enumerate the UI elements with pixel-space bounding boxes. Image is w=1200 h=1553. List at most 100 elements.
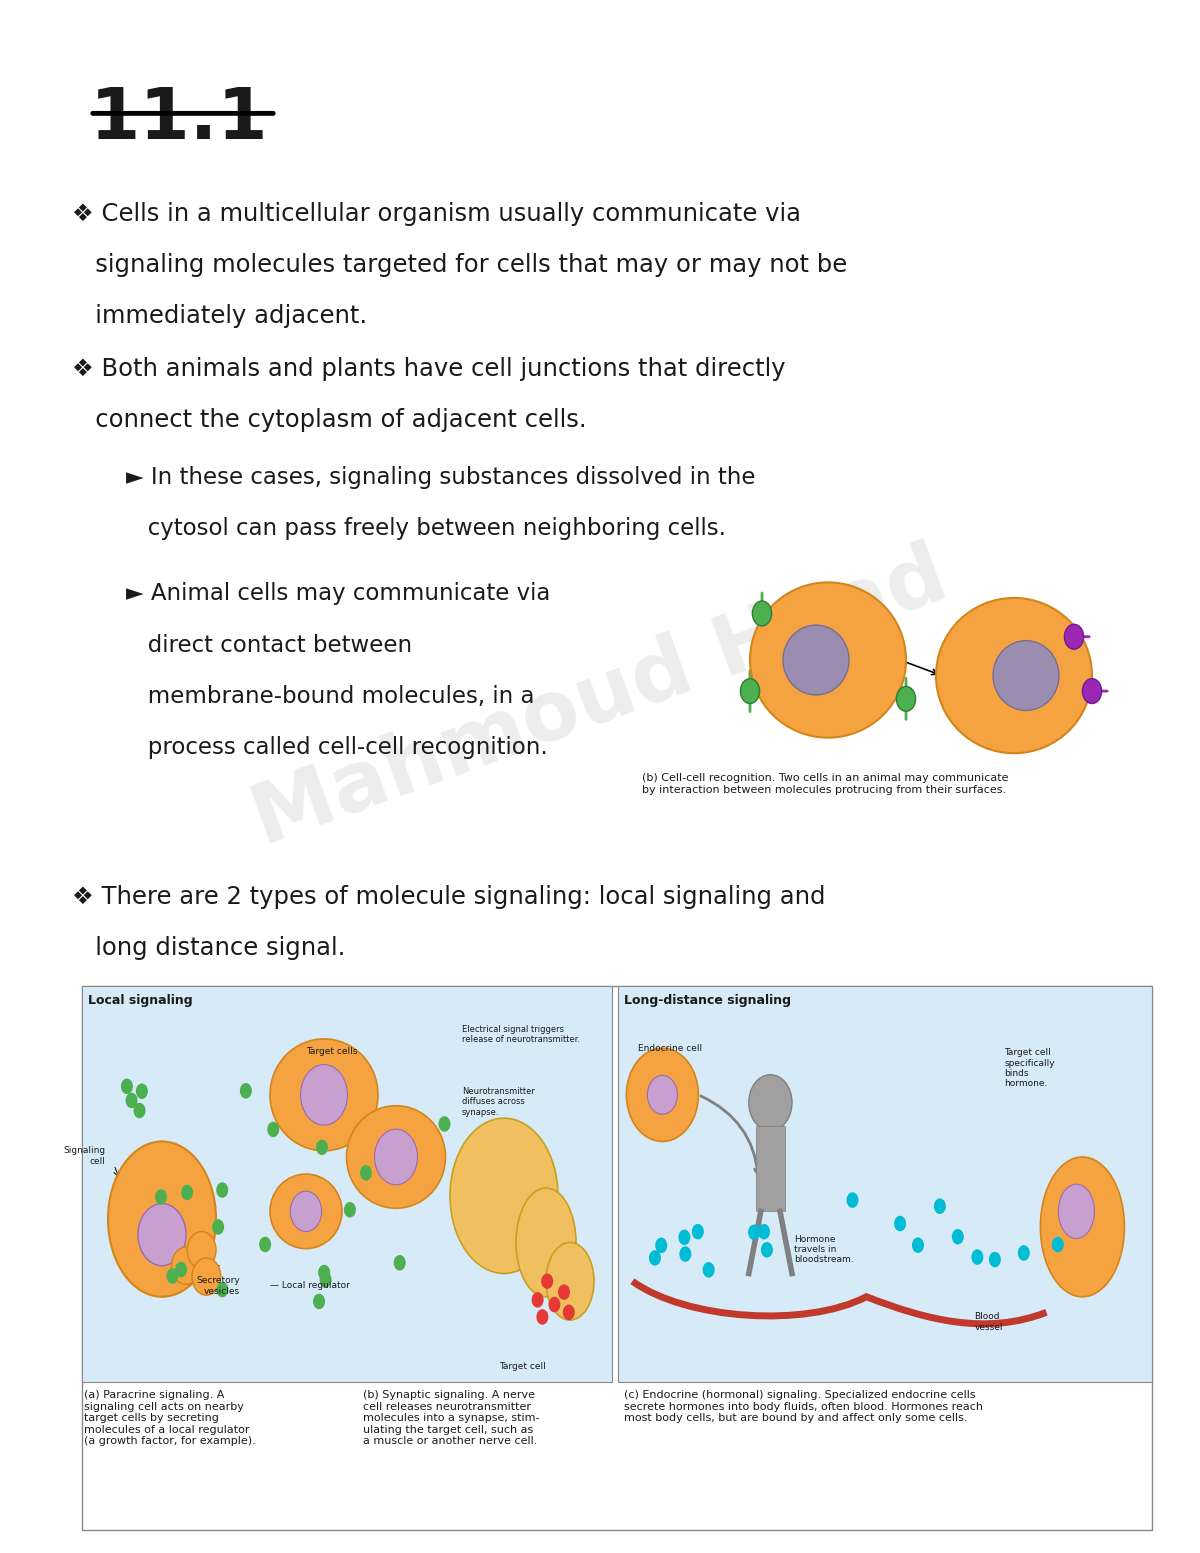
- Circle shape: [316, 1140, 328, 1155]
- Text: (c) Endocrine (hormonal) signaling. Specialized endocrine cells
secrete hormones: (c) Endocrine (hormonal) signaling. Spec…: [624, 1390, 983, 1423]
- Circle shape: [155, 1190, 167, 1205]
- Circle shape: [692, 1224, 704, 1239]
- Circle shape: [1018, 1246, 1030, 1261]
- Text: Target cell: Target cell: [499, 1362, 545, 1371]
- Ellipse shape: [270, 1039, 378, 1151]
- Circle shape: [212, 1219, 224, 1235]
- Ellipse shape: [782, 624, 848, 696]
- Circle shape: [394, 1255, 406, 1270]
- Text: membrane-bound molecules, in a: membrane-bound molecules, in a: [126, 685, 534, 708]
- Text: Blood
vessel: Blood vessel: [974, 1312, 1003, 1331]
- Text: Mahmoud Haad: Mahmoud Haad: [242, 536, 958, 862]
- Circle shape: [548, 1297, 560, 1312]
- Text: Neurotransmitter
diffuses across
synapse.: Neurotransmitter diffuses across synapse…: [462, 1087, 535, 1117]
- Circle shape: [989, 1252, 1001, 1267]
- Ellipse shape: [626, 1048, 698, 1141]
- Circle shape: [216, 1281, 228, 1297]
- Text: ❖ There are 2 types of molecule signaling: local signaling and: ❖ There are 2 types of molecule signalin…: [72, 885, 826, 909]
- Circle shape: [133, 1103, 145, 1118]
- Circle shape: [192, 1258, 221, 1295]
- Ellipse shape: [1040, 1157, 1124, 1297]
- Text: (b) Synaptic signaling. A nerve
cell releases neurotransmitter
molecules into a : (b) Synaptic signaling. A nerve cell rel…: [364, 1390, 540, 1446]
- Circle shape: [216, 1182, 228, 1197]
- Text: Endocrine cell: Endocrine cell: [638, 1044, 702, 1053]
- Text: ► In these cases, signaling substances dissolved in the: ► In these cases, signaling substances d…: [126, 466, 756, 489]
- Circle shape: [536, 1309, 548, 1325]
- Circle shape: [952, 1228, 964, 1244]
- Ellipse shape: [138, 1204, 186, 1266]
- Text: process called cell-cell recognition.: process called cell-cell recognition.: [126, 736, 547, 759]
- Circle shape: [319, 1272, 331, 1287]
- Circle shape: [532, 1292, 544, 1308]
- Text: ► Animal cells may communicate via: ► Animal cells may communicate via: [126, 582, 551, 606]
- Circle shape: [894, 1216, 906, 1232]
- Circle shape: [541, 1273, 553, 1289]
- Circle shape: [761, 1242, 773, 1258]
- Ellipse shape: [546, 1242, 594, 1320]
- Text: immediately adjacent.: immediately adjacent.: [72, 304, 367, 328]
- Text: Secretory
vesicles: Secretory vesicles: [197, 1277, 240, 1295]
- Circle shape: [740, 679, 760, 704]
- Circle shape: [649, 1250, 661, 1266]
- Ellipse shape: [648, 1075, 678, 1115]
- Ellipse shape: [450, 1118, 558, 1273]
- Circle shape: [181, 1185, 193, 1200]
- Circle shape: [749, 1075, 792, 1131]
- Circle shape: [558, 1284, 570, 1300]
- Circle shape: [268, 1121, 280, 1137]
- Circle shape: [563, 1305, 575, 1320]
- Text: long distance signal.: long distance signal.: [72, 936, 346, 960]
- Ellipse shape: [108, 1141, 216, 1297]
- Circle shape: [172, 1247, 200, 1284]
- Text: Target cell
specifically
binds
hormone.: Target cell specifically binds hormone.: [1004, 1048, 1055, 1089]
- Text: Target cells: Target cells: [306, 1047, 358, 1056]
- Circle shape: [259, 1236, 271, 1252]
- Ellipse shape: [270, 1174, 342, 1249]
- Text: (a) Paracrine signaling. A
signaling cell acts on nearby
target cells by secreti: (a) Paracrine signaling. A signaling cel…: [84, 1390, 256, 1446]
- Circle shape: [679, 1247, 691, 1263]
- Circle shape: [752, 601, 772, 626]
- Circle shape: [748, 1224, 760, 1239]
- Text: Signaling
cell: Signaling cell: [64, 1146, 106, 1165]
- Text: signaling molecules targeted for cells that may or may not be: signaling molecules targeted for cells t…: [72, 253, 847, 276]
- Bar: [82, 986, 1152, 1530]
- Circle shape: [360, 1165, 372, 1180]
- Circle shape: [1064, 624, 1084, 649]
- Ellipse shape: [936, 598, 1092, 753]
- Circle shape: [846, 1193, 858, 1208]
- Circle shape: [1051, 1236, 1063, 1252]
- Ellipse shape: [374, 1129, 418, 1185]
- Circle shape: [438, 1117, 450, 1132]
- Circle shape: [655, 1238, 667, 1253]
- Ellipse shape: [347, 1106, 445, 1208]
- Text: — Local regulator: — Local regulator: [270, 1281, 350, 1291]
- Circle shape: [175, 1261, 187, 1277]
- Circle shape: [167, 1269, 179, 1284]
- Text: Long-distance signaling: Long-distance signaling: [624, 994, 791, 1006]
- Circle shape: [896, 686, 916, 711]
- Text: (b) Cell-cell recognition. Two cells in an animal may communicate
by interaction: (b) Cell-cell recognition. Two cells in …: [642, 773, 1008, 795]
- Text: connect the cytoplasm of adjacent cells.: connect the cytoplasm of adjacent cells.: [72, 408, 587, 432]
- Circle shape: [240, 1082, 252, 1098]
- Text: ❖ Both animals and plants have cell junctions that directly: ❖ Both animals and plants have cell junc…: [72, 357, 786, 380]
- Circle shape: [703, 1263, 715, 1278]
- Circle shape: [318, 1264, 330, 1280]
- Circle shape: [126, 1093, 138, 1109]
- Ellipse shape: [290, 1191, 322, 1232]
- Ellipse shape: [301, 1065, 348, 1124]
- Bar: [756, 1126, 785, 1211]
- Circle shape: [971, 1249, 983, 1264]
- Bar: [618, 986, 1152, 1382]
- Circle shape: [313, 1294, 325, 1309]
- Circle shape: [678, 1230, 690, 1246]
- Text: direct contact between: direct contact between: [126, 634, 412, 657]
- Circle shape: [912, 1238, 924, 1253]
- Ellipse shape: [750, 582, 906, 738]
- Text: Hormone
travels in
bloodstream.: Hormone travels in bloodstream.: [794, 1235, 854, 1264]
- Text: Local signaling: Local signaling: [88, 994, 192, 1006]
- Circle shape: [758, 1224, 770, 1239]
- Ellipse shape: [1058, 1183, 1094, 1239]
- Ellipse shape: [994, 641, 1060, 711]
- Circle shape: [136, 1084, 148, 1100]
- Circle shape: [934, 1199, 946, 1214]
